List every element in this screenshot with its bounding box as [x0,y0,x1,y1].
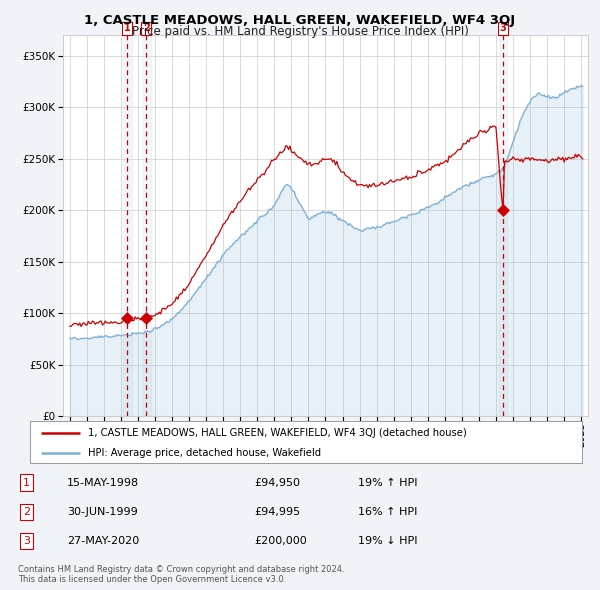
Text: 3: 3 [499,24,506,34]
Bar [142,35,151,416]
Text: 27-MAY-2020: 27-MAY-2020 [67,536,139,546]
Text: 30-JUN-1999: 30-JUN-1999 [67,507,137,517]
Text: 2: 2 [23,507,30,517]
Bar [499,35,507,416]
Text: £94,950: £94,950 [254,477,300,487]
Text: 1: 1 [23,477,30,487]
Text: 15-MAY-1998: 15-MAY-1998 [67,477,139,487]
Text: HPI: Average price, detached house, Wakefield: HPI: Average price, detached house, Wake… [88,448,321,457]
Text: £200,000: £200,000 [254,536,307,546]
Text: Price paid vs. HM Land Registry's House Price Index (HPI): Price paid vs. HM Land Registry's House … [131,25,469,38]
Text: 16% ↑ HPI: 16% ↑ HPI [358,507,417,517]
Text: This data is licensed under the Open Government Licence v3.0.: This data is licensed under the Open Gov… [18,575,286,584]
Text: 3: 3 [23,536,30,546]
Text: 19% ↓ HPI: 19% ↓ HPI [358,536,417,546]
Text: Contains HM Land Registry data © Crown copyright and database right 2024.: Contains HM Land Registry data © Crown c… [18,565,344,574]
Text: 1, CASTLE MEADOWS, HALL GREEN, WAKEFIELD, WF4 3QJ (detached house): 1, CASTLE MEADOWS, HALL GREEN, WAKEFIELD… [88,428,467,438]
Text: 2: 2 [143,24,150,34]
Text: 1: 1 [124,24,131,34]
Text: 1, CASTLE MEADOWS, HALL GREEN, WAKEFIELD, WF4 3QJ: 1, CASTLE MEADOWS, HALL GREEN, WAKEFIELD… [85,14,515,27]
Text: £94,995: £94,995 [254,507,300,517]
Bar [123,35,131,416]
Text: 19% ↑ HPI: 19% ↑ HPI [358,477,417,487]
